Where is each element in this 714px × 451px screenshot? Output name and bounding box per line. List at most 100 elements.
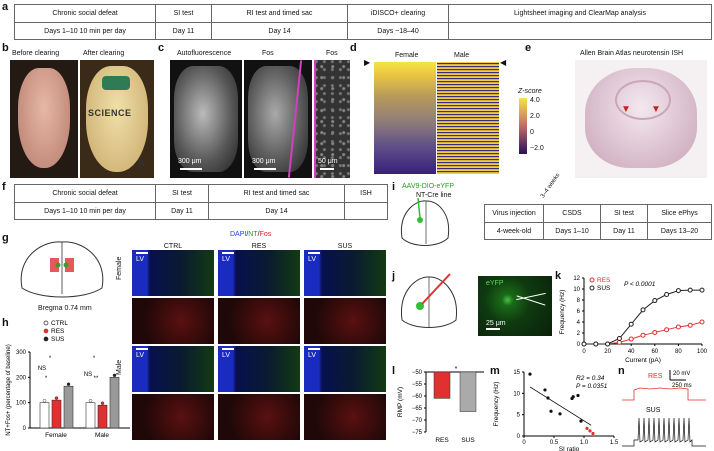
y-tick-label: −75 [412, 430, 423, 436]
y-tick-label: 200 [16, 375, 27, 381]
panel-label-h: h [2, 317, 9, 329]
brain-schematic-i [400, 198, 450, 246]
y-tick-label: 4 [577, 320, 581, 326]
scatter-point-sus [571, 395, 575, 399]
bar-sus [459, 371, 477, 412]
data-point-res [628, 336, 634, 342]
fos-image: 300 μm [244, 60, 312, 178]
timeline-i-day: Days 1–10 [544, 223, 601, 239]
x-tick-label: 0 [522, 440, 526, 446]
y-tick-label: 300 [16, 350, 27, 356]
ish-image: ▼ ▼ [575, 60, 707, 178]
y-tick-label: −50 [412, 370, 423, 376]
x-tick-label: 0 [582, 349, 586, 355]
y-tick-label: −70 [412, 418, 423, 424]
x-tick-label: 1.0 [580, 440, 589, 446]
significance-label: * [93, 356, 96, 362]
data-point [54, 396, 59, 400]
timeline-f-step: RI test and timed sac [209, 185, 345, 202]
lv-label: LV [136, 256, 145, 263]
timeline-f-step: SI test [156, 185, 209, 202]
significance-label: ** [94, 376, 99, 382]
microscopy-tile: LV [132, 346, 214, 392]
y-tick-label: 10 [573, 287, 580, 293]
panel-label-e: e [525, 42, 532, 54]
legend-marker [43, 336, 49, 342]
lv-label: LV [222, 256, 231, 263]
fos-zoom-image: 50 μm [314, 60, 350, 178]
timeline-a-day: Day 14 [212, 23, 348, 39]
data-point-res [687, 322, 693, 328]
channel-fos: Fos [259, 231, 272, 238]
trace-label-sus: SUS [646, 407, 661, 414]
group-label: Female [45, 432, 67, 439]
row-label-female: Female [116, 256, 123, 280]
col-header-res: RES [251, 243, 267, 250]
scatter-point-sus [579, 419, 583, 423]
timeline-a-day: Day 11 [156, 23, 212, 39]
bar-res [51, 399, 62, 429]
brain-photo-before [10, 60, 78, 178]
panel-label-i: i [392, 181, 396, 193]
panel-label-d: d [350, 42, 357, 54]
zscore-label: Z-score [518, 88, 542, 95]
panel-label-c: c [158, 42, 165, 54]
x-tick-label: 100 [697, 349, 708, 355]
microscopy-tile [304, 298, 386, 344]
y-tick-label: −65 [412, 406, 423, 412]
y-axis-label: Frequency (Hz) [559, 290, 566, 335]
timeline-a-step: RI test and timed sac [212, 5, 348, 22]
legend-marker [43, 328, 49, 334]
panel-c-title: Autofluorescence [177, 50, 232, 57]
timeline-a-day: Days ~18–40 [348, 23, 449, 39]
heatmap-male [437, 62, 499, 174]
timeline-a-step: Lightsheet imaging and ClearMap analysis [514, 10, 646, 17]
timeline-i-day: Day 11 [601, 223, 648, 239]
channel-nt: NT [248, 231, 258, 238]
microscopy-tile: LV [132, 250, 214, 296]
y-tick-label: 12 [573, 276, 580, 282]
arrow-red-icon: ▼ [621, 104, 631, 115]
y-tick-label: 2 [577, 331, 581, 337]
data-point-res [699, 319, 705, 325]
x-tick-label: 20 [604, 349, 611, 355]
heatmap-male-label: Male [454, 52, 470, 59]
microscopy-tile: LV [218, 346, 300, 392]
y-tick-label: −60 [412, 394, 423, 400]
timeline-f-day [345, 203, 387, 219]
timeline-a-day [449, 23, 711, 39]
y-tick-label: 6 [577, 309, 581, 315]
x-tick-label: 1.5 [610, 440, 619, 446]
timeline-f-step: Chronic social defeat [15, 185, 156, 202]
significance-label: NS [84, 372, 92, 378]
autofluorescence-image: 300 μm [170, 60, 242, 178]
brain-photo-after: SCIENCE 3 [80, 60, 154, 178]
panel-label-f: f [2, 181, 6, 193]
y-tick-label: 5 [517, 413, 521, 419]
x-axis-label: Current (pA) [625, 357, 661, 364]
bar-sus [63, 385, 74, 429]
y-tick-label: 0 [577, 342, 581, 348]
timeline-i: Virus injection CSDS SI test Slice ePhys… [484, 204, 712, 240]
chart-m: 0 0.5 1.0 1.5 0 5 10 15 SI ratio Frequency (Hz) R2… [493, 370, 619, 451]
y-axis-label: RMP (mV) [397, 387, 404, 417]
legend-label: RES [51, 328, 65, 335]
significance-label: * [45, 376, 48, 382]
panel-label-g: g [2, 232, 9, 244]
timeline-a-step: Chronic social defeat [15, 5, 156, 22]
r2-label: R2 = 0.34 [576, 375, 605, 382]
timeline-f-day: Day 14 [209, 203, 345, 219]
chart-h: 0 100 200 300 NT+Fos+ (percentage of baselin… [6, 320, 130, 439]
x-axis-label: SI ratio [559, 446, 580, 451]
brain-schematic-g [20, 241, 104, 298]
y-tick-label: 8 [577, 298, 581, 304]
scatter-point-sus [528, 372, 532, 376]
microscopy-tile [132, 394, 214, 440]
timeline-i-step: Virus injection [485, 205, 544, 222]
zscore-tick: 4.0 [530, 97, 540, 104]
lv-label: LV [222, 352, 231, 359]
scatter-point-sus [576, 393, 580, 398]
timeline-f-day: Days 1–10 10 min per day [15, 203, 156, 219]
data-point-res [652, 329, 658, 335]
category-label: SUS [461, 437, 475, 444]
